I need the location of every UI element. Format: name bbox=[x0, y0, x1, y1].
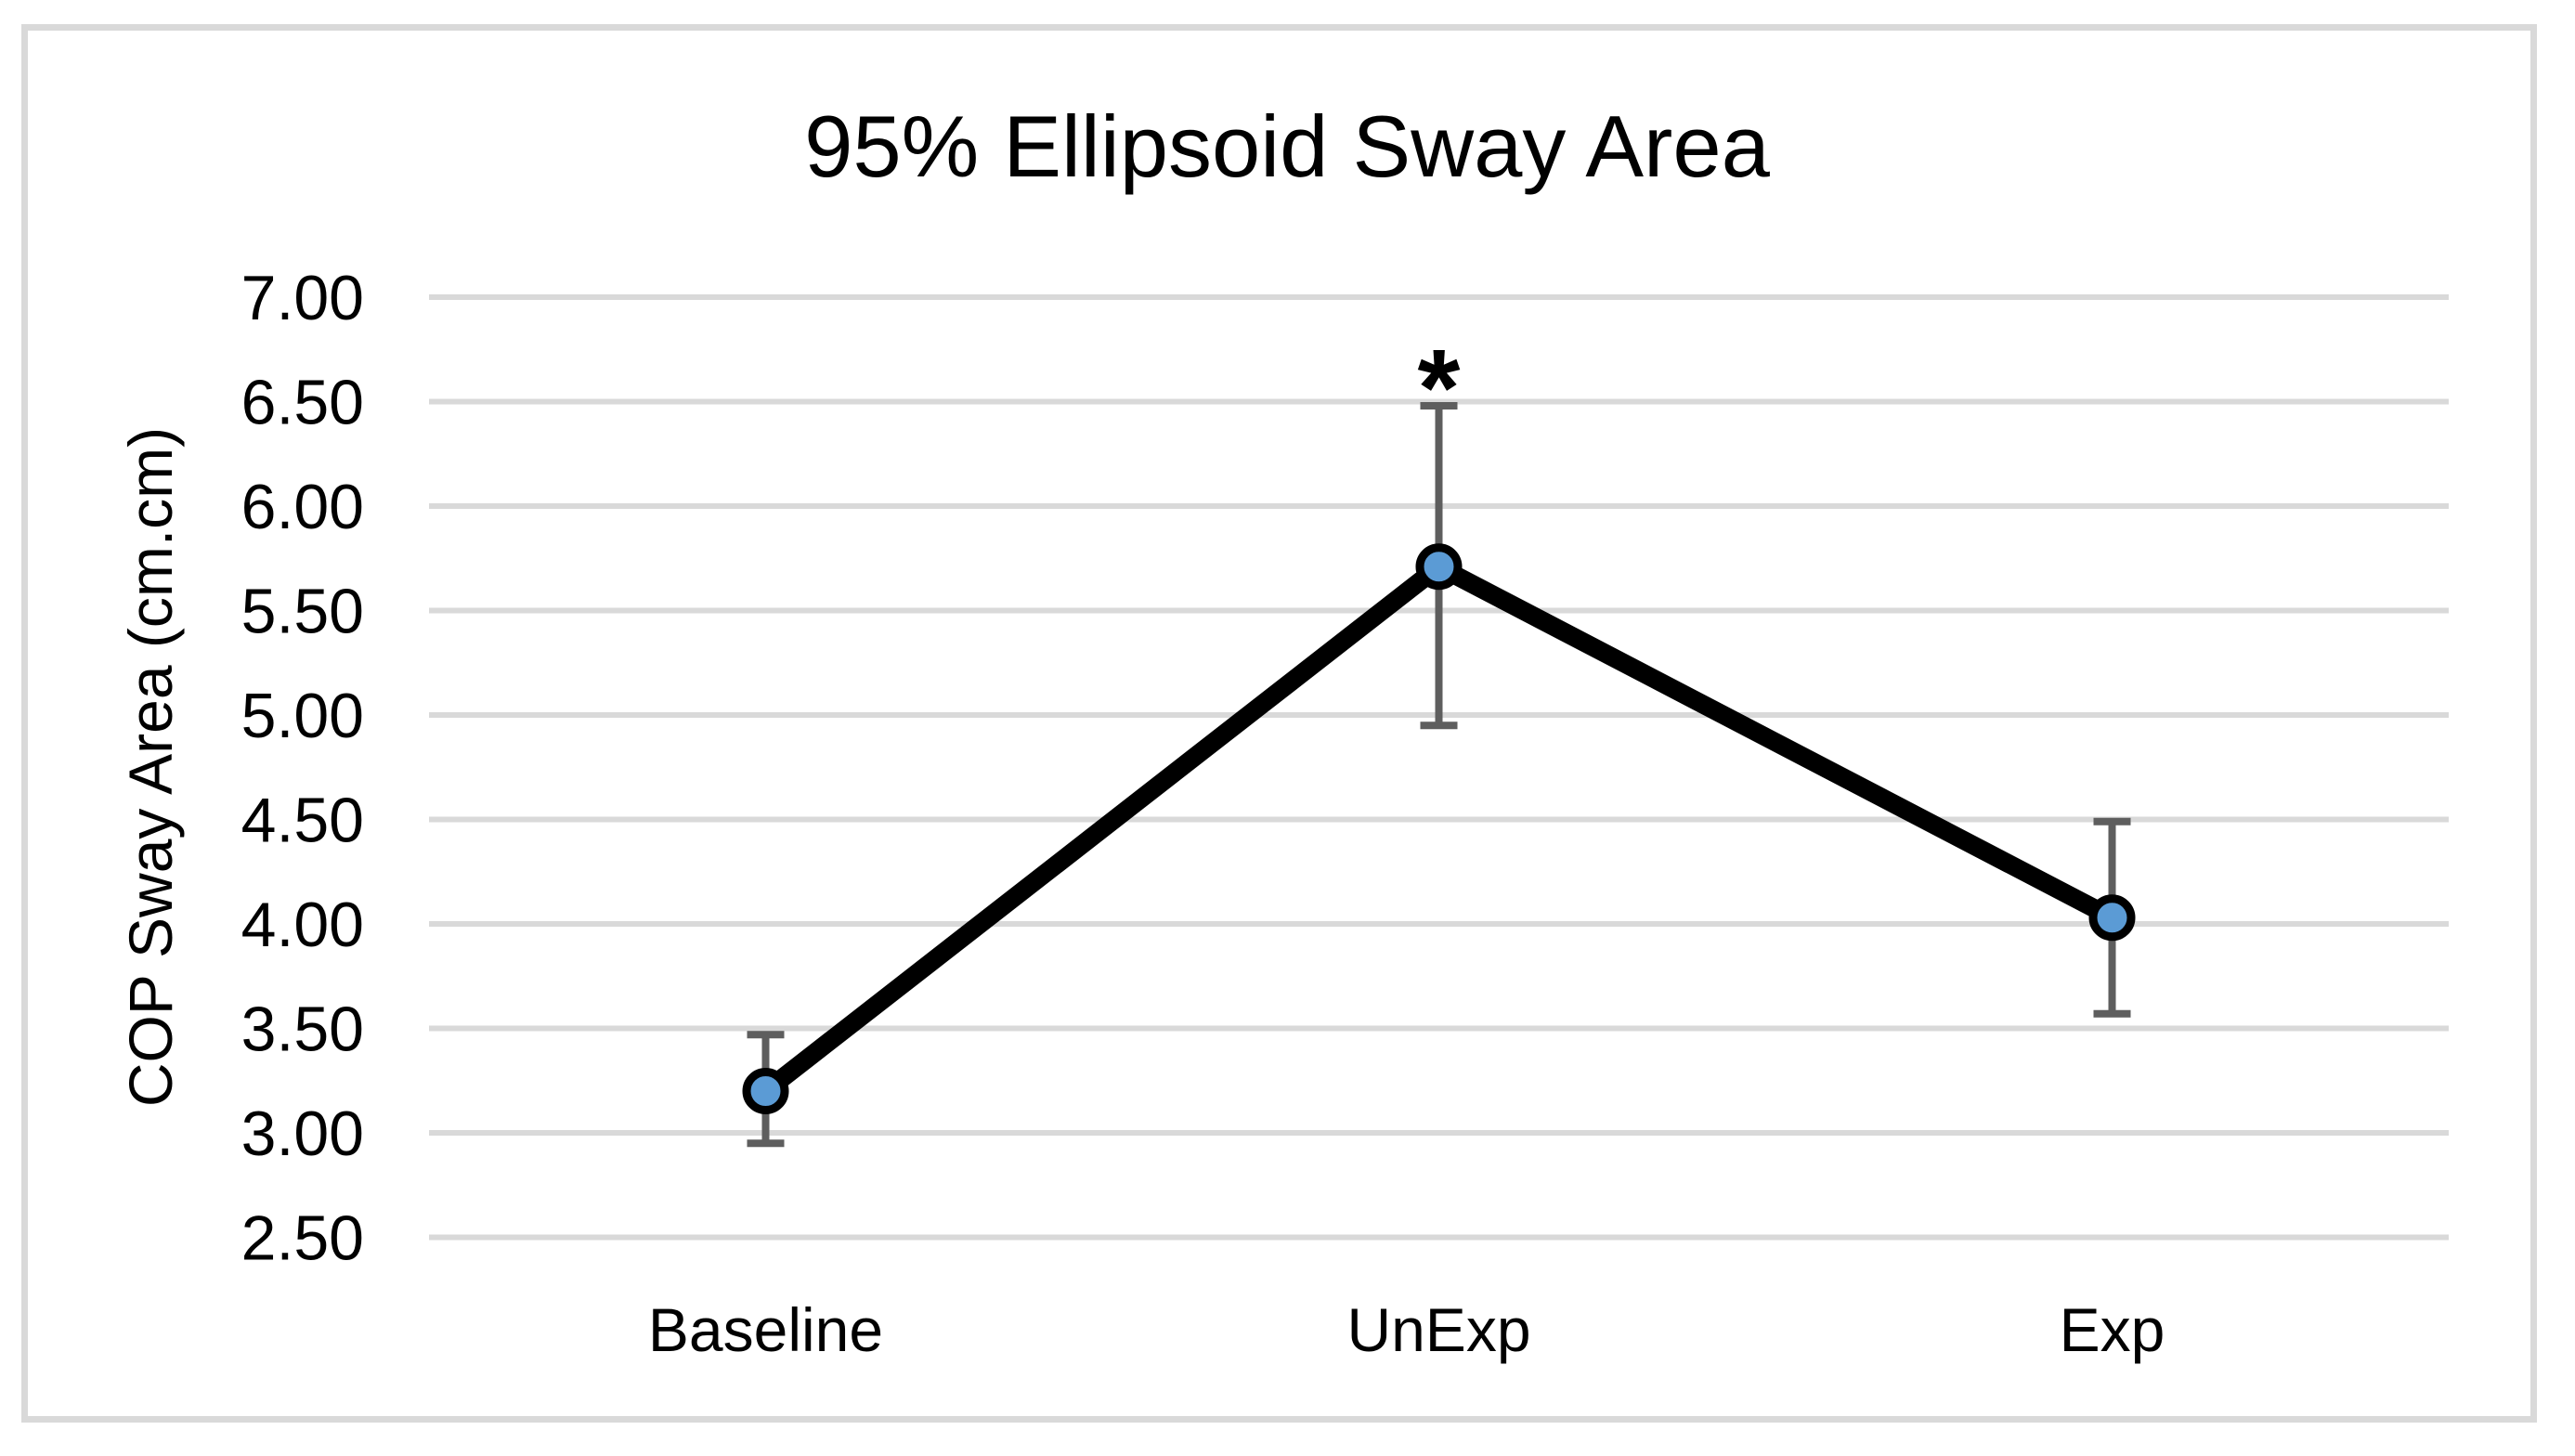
y-tick-labels-group: 7.00 6.50 6.00 5.50 5.00 4.50 4.00 3.50 3.00 2.50 bbox=[241, 263, 364, 1274]
significance-asterisk: * bbox=[1418, 327, 1461, 449]
data-point-marker bbox=[2088, 894, 2136, 942]
x-category-label: Exp bbox=[2060, 1295, 2165, 1364]
y-tick-label: 3.00 bbox=[241, 1098, 364, 1169]
y-tick-label: 5.50 bbox=[241, 577, 364, 647]
y-tick-label: 6.00 bbox=[241, 472, 364, 542]
chart-title: 95% Ellipsoid Sway Area bbox=[804, 98, 1771, 195]
y-tick-label: 5.00 bbox=[241, 681, 364, 751]
y-tick-label: 2.50 bbox=[241, 1203, 364, 1274]
y-tick-label: 6.50 bbox=[241, 368, 364, 438]
chart-area-border bbox=[21, 24, 2537, 1423]
x-category-labels-group: Baseline UnExp Exp bbox=[648, 1295, 2165, 1364]
data-point-marker bbox=[742, 1068, 789, 1114]
y-tick-label: 7.00 bbox=[241, 263, 364, 333]
x-category-label: UnExp bbox=[1346, 1295, 1530, 1364]
data-point-marker bbox=[1415, 543, 1463, 591]
y-tick-label: 4.50 bbox=[241, 786, 364, 856]
y-axis-title: COP Sway Area (cm.cm) bbox=[116, 427, 185, 1107]
y-tick-label: 4.00 bbox=[241, 890, 364, 960]
y-tick-label: 3.50 bbox=[241, 994, 364, 1065]
x-category-label: Baseline bbox=[648, 1295, 883, 1364]
data-point-markers-group bbox=[742, 543, 2136, 1114]
